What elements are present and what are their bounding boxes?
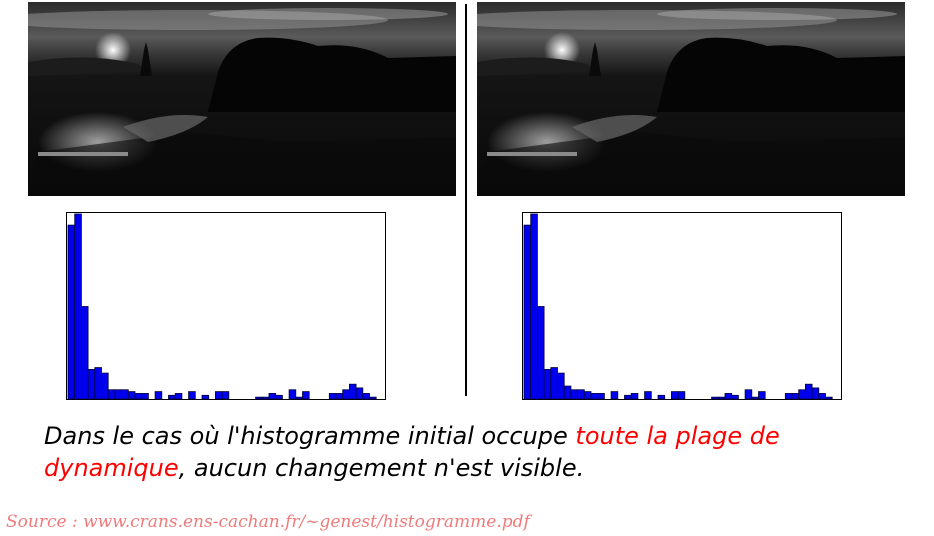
photo-original: [28, 2, 456, 196]
histogram-bar: [369, 396, 377, 400]
histogram-bar: [221, 391, 230, 400]
histogram-bar: [134, 393, 143, 400]
histogram-bar: [168, 394, 176, 400]
vertical-divider: [465, 4, 467, 396]
histogram-bar: [590, 393, 599, 400]
histogram-bar: [597, 393, 605, 400]
histogram-bar: [214, 391, 223, 400]
histogram-bar: [791, 393, 800, 400]
histogram-bar: [717, 396, 726, 400]
histogram-bar: [670, 391, 679, 400]
histogram-processed: [522, 212, 842, 400]
histogram-bar: [80, 306, 89, 400]
histogram-bar: [550, 367, 558, 400]
histogram-bar: [255, 396, 263, 400]
histogram-bar: [295, 396, 303, 400]
histogram-frame: [522, 212, 842, 400]
histogram-bar: [141, 393, 149, 400]
histogram-bar: [335, 393, 344, 400]
histogram-bar: [583, 391, 592, 400]
histogram-original: [66, 212, 386, 400]
caption-text-end: , aucun changement n'est visible.: [178, 454, 585, 482]
histogram-bar: [114, 389, 123, 400]
histogram-bar: [798, 389, 806, 400]
histogram-bar: [355, 387, 364, 400]
histogram-bar: [174, 393, 183, 400]
histogram-bar: [87, 368, 96, 400]
histogram-bar: [201, 394, 210, 400]
histogram-bar: [328, 393, 337, 400]
histogram-bar: [523, 224, 532, 400]
histogram-bar: [268, 393, 277, 400]
histogram-bar: [348, 383, 357, 400]
histogram-bar: [825, 396, 833, 400]
histogram-bar: [154, 391, 163, 400]
histogram-bar: [657, 394, 666, 400]
histogram-bar: [67, 224, 76, 400]
histogram-bar: [275, 394, 283, 400]
histogram-bar: [543, 368, 552, 400]
histogram-bar: [804, 383, 813, 400]
histogram-bar: [261, 396, 270, 400]
histogram-bar: [530, 213, 538, 400]
histogram-bar: [302, 391, 310, 400]
photo-processed: [477, 2, 905, 196]
caption-text-start: Dans le cas où l'histogramme initial occ…: [44, 422, 576, 450]
histogram-bar: [74, 213, 82, 400]
histogram-bar: [121, 389, 129, 400]
histogram-bar: [784, 393, 793, 400]
histogram-bar: [94, 367, 102, 400]
histogram-bar: [624, 394, 632, 400]
histogram-bar: [610, 391, 619, 400]
histogram-bar: [342, 389, 350, 400]
histogram-bar: [751, 396, 759, 400]
histogram-bar: [818, 393, 826, 400]
histogram-bar: [644, 391, 652, 400]
histogram-bar: [570, 389, 579, 400]
caption: Dans le cas où l'histogramme initial occ…: [44, 420, 844, 484]
histogram-bar: [188, 391, 196, 400]
histogram-bar: [744, 389, 753, 400]
histogram-bar: [563, 385, 572, 400]
histogram-bar: [731, 394, 739, 400]
histogram-bar: [577, 389, 585, 400]
histogram-bar: [724, 393, 733, 400]
caption-highlight: toute la plage de dynamique: [44, 422, 780, 482]
histogram-frame: [66, 212, 386, 400]
histogram-bar: [811, 387, 820, 400]
histogram-bar: [677, 391, 686, 400]
histogram-bar: [107, 389, 116, 400]
histogram-bar: [711, 396, 719, 400]
histogram-bar: [127, 391, 136, 400]
histogram-bar: [630, 393, 639, 400]
histogram-bar: [288, 389, 297, 400]
histogram-bar: [362, 393, 370, 400]
source-citation: Source : www.crans.ens-cachan.fr/~genest…: [6, 512, 530, 532]
histogram-bar: [101, 372, 109, 400]
histogram-bar: [758, 391, 766, 400]
histogram-bar: [536, 306, 545, 400]
histogram-bar: [557, 372, 565, 400]
